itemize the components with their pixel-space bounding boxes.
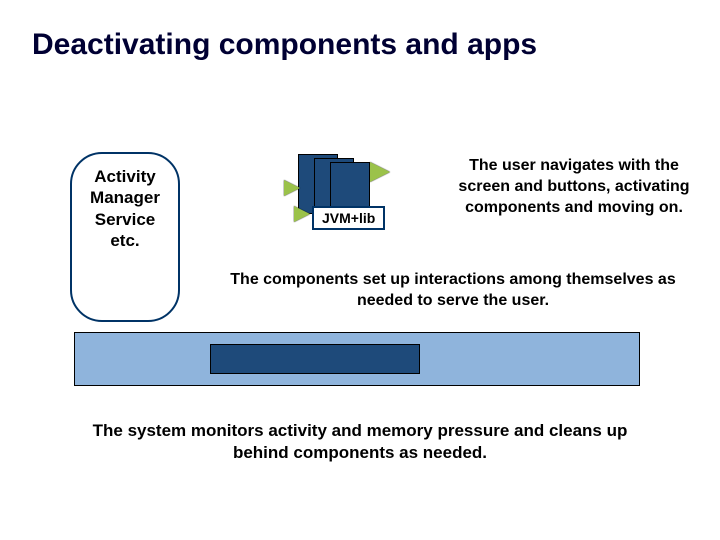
- activity-line-1: Activity: [94, 167, 155, 186]
- activity-line-3: Service: [95, 210, 156, 229]
- description-user-navigates: The user navigates with the screen and b…: [454, 156, 694, 218]
- description-components-interact: The components set up interactions among…: [228, 270, 678, 312]
- jvm-stack-group: JVM+lib: [264, 150, 424, 250]
- activity-line-4: etc.: [110, 231, 139, 250]
- activity-manager-text: Activity Manager Service etc.: [90, 166, 160, 251]
- runtime-bar-inner: [210, 344, 420, 374]
- activity-manager-box: Activity Manager Service etc.: [70, 152, 180, 322]
- arrow-right-icon: [294, 206, 310, 222]
- arrow-right-icon: [370, 162, 390, 182]
- jvm-label: JVM+lib: [312, 206, 385, 230]
- activity-line-2: Manager: [90, 188, 160, 207]
- arrow-right-icon: [284, 180, 300, 196]
- slide-title: Deactivating components and apps: [32, 28, 537, 62]
- description-system-monitors: The system monitors activity and memory …: [80, 420, 640, 464]
